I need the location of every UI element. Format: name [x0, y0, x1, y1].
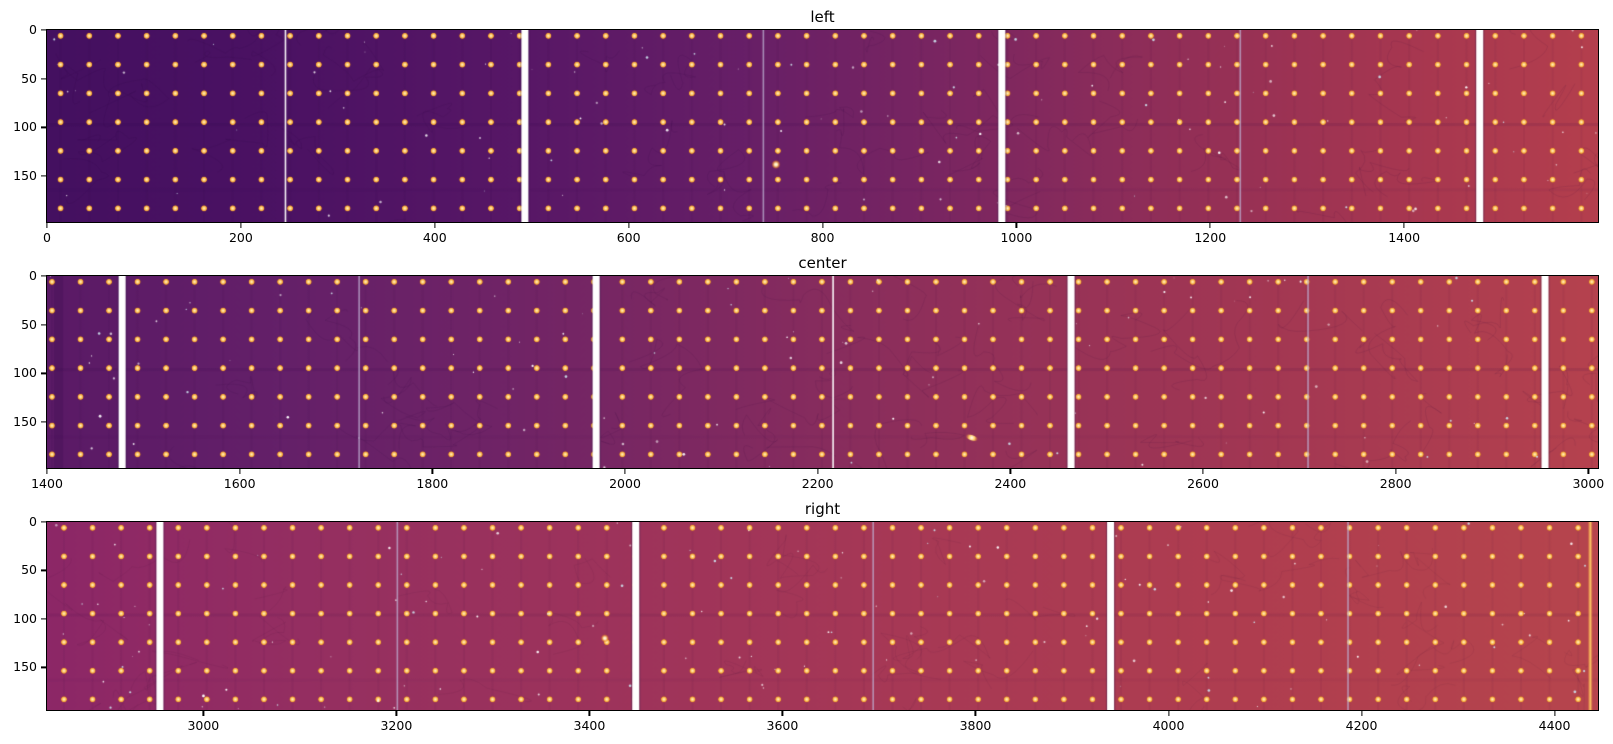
- y-tick-label: 150: [13, 167, 37, 183]
- x-tick-label: 1400: [1388, 230, 1421, 245]
- x-tick: [1015, 223, 1017, 228]
- y-tick-label: 0: [29, 21, 37, 37]
- y-tick-label: 150: [13, 413, 37, 429]
- panel-title-right: right: [804, 499, 841, 518]
- x-tick: [974, 711, 977, 716]
- panel-right: right 3000 3200 3400 3600 3800 4000 4200 4400 0…: [13, 500, 1599, 733]
- y-tick-label: 100: [13, 119, 37, 135]
- x-tick-label: 4000: [1152, 718, 1185, 733]
- x-tick-label: 1000: [1000, 230, 1033, 245]
- x-tick-label: 1600: [223, 476, 256, 491]
- x-tick: [431, 469, 433, 474]
- x-tick-label: 600: [616, 230, 641, 245]
- x-tick: [781, 711, 784, 716]
- x-tick-label: 2000: [609, 476, 641, 491]
- x-tick: [821, 223, 824, 228]
- x-tick-label: 3200: [380, 718, 413, 733]
- x-tick: [624, 469, 626, 474]
- x-tick: [240, 223, 242, 228]
- x-tick-label: 800: [810, 230, 835, 245]
- plot-frame-center: [46, 275, 1599, 469]
- x-tick-label: 4200: [1345, 718, 1378, 733]
- x-tick-label: 4400: [1538, 718, 1571, 733]
- x-tick-label: 2200: [801, 476, 834, 491]
- y-tick-label: 0: [29, 513, 37, 529]
- panel-center: center 1400 1600 1800 2000 2200 2400 2600 2800 3…: [13, 254, 1604, 491]
- x-tick-label: 3800: [959, 718, 992, 733]
- y-tick-label: 0: [29, 267, 37, 283]
- y-tick-label: 100: [13, 610, 37, 626]
- heatmap-image-left: [47, 30, 1598, 222]
- x-tick-label: 3400: [573, 718, 606, 733]
- x-tick: [1403, 223, 1405, 228]
- x-tick: [46, 469, 48, 474]
- heatmap-image-center: [47, 276, 1598, 468]
- x-tick: [239, 469, 241, 474]
- x-tick-label: 3000: [187, 718, 220, 733]
- y-tick-label: 150: [13, 659, 37, 675]
- x-tick-label: 3600: [766, 718, 799, 733]
- plot-frame-right: [46, 521, 1599, 711]
- x-tick: [1395, 469, 1397, 474]
- panel-title-center: center: [798, 253, 847, 272]
- x-tick-label: 3000: [1572, 476, 1605, 491]
- x-tick: [1009, 469, 1011, 474]
- y-tick-label: 50: [21, 316, 37, 332]
- plot-frame-left: [46, 29, 1599, 223]
- x-tick: [817, 469, 819, 474]
- x-tick-label: 2800: [1379, 476, 1412, 491]
- heatmap-image-right: [47, 522, 1598, 710]
- x-tick-label: 1200: [1194, 230, 1227, 245]
- x-tick: [395, 711, 397, 716]
- x-tick-label: 2400: [994, 476, 1027, 491]
- y-tick-label: 100: [13, 365, 37, 381]
- x-tick: [628, 223, 630, 228]
- x-tick: [1209, 223, 1211, 228]
- y-tick-label: 50: [21, 70, 37, 86]
- x-tick-label: 400: [422, 230, 447, 245]
- panel-left: left 0 200 400 600 800 1000 1200 1400 0 50 100 150: [13, 8, 1599, 245]
- x-tick: [202, 711, 204, 716]
- x-tick-label: 1800: [416, 476, 449, 491]
- x-tick: [1553, 711, 1556, 716]
- x-tick-label: 200: [228, 230, 253, 245]
- x-tick: [46, 223, 48, 228]
- x-tick-label: 2600: [1187, 476, 1219, 491]
- x-tick: [1587, 469, 1589, 474]
- x-tick-label: 1400: [31, 476, 63, 491]
- x-tick: [1360, 711, 1363, 716]
- x-tick: [588, 711, 590, 716]
- x-tick: [434, 223, 436, 228]
- x-tick: [1167, 711, 1170, 716]
- x-tick-label: 0: [43, 230, 51, 245]
- x-tick: [1202, 469, 1204, 474]
- y-tick-label: 50: [21, 562, 37, 578]
- panel-title-left: left: [810, 7, 835, 26]
